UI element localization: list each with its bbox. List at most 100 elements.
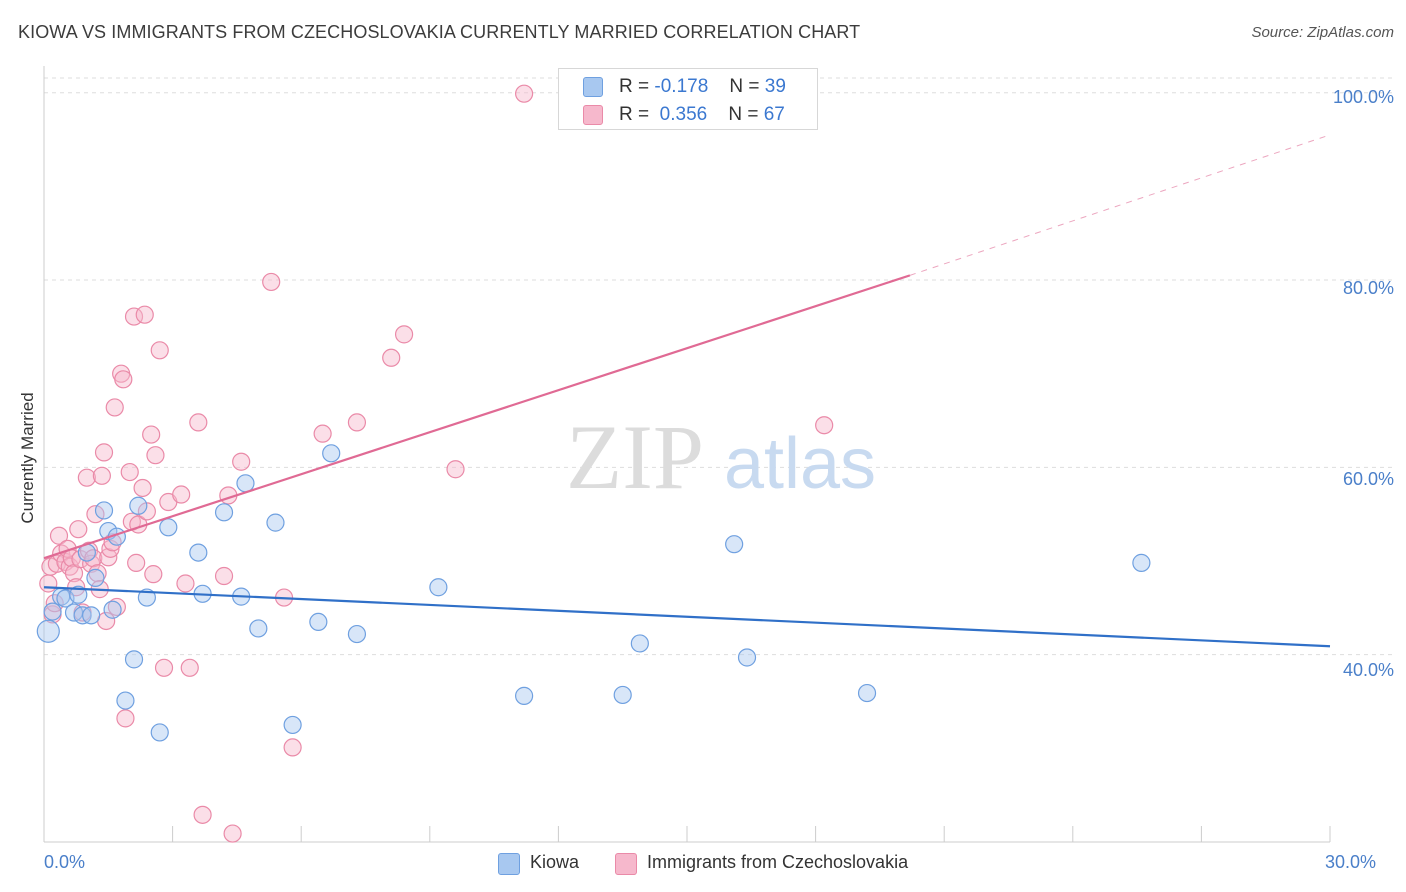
r-value: -0.178 (654, 76, 709, 97)
czech-point (127, 553, 146, 572)
kiowa-trend-line (43, 586, 1331, 648)
r-label: R = (619, 104, 650, 125)
kiowa-point (137, 588, 156, 607)
chart-title: KIOWA VS IMMIGRANTS FROM CZECHOSLOVAKIA … (18, 22, 861, 42)
r-label: R = (619, 76, 650, 97)
kiowa-point (36, 619, 60, 643)
czech-point (105, 398, 124, 417)
czech-point (176, 574, 195, 593)
czech-points (39, 84, 834, 843)
kiowa-point (94, 501, 114, 520)
czech-point (223, 824, 242, 843)
czech-point (180, 658, 199, 677)
czech-point (382, 348, 401, 367)
y-tick-label: 100.0% (1332, 87, 1394, 107)
czech-point (144, 565, 163, 584)
czech-point (77, 468, 96, 487)
kiowa-point (1132, 553, 1151, 572)
x-tick-label: 30.0% (1325, 852, 1377, 872)
czech-point (262, 272, 281, 292)
kiowa-point (266, 513, 285, 532)
stats-legend: R = -0.178 N = 39 R = 0.356 N = 67 (558, 68, 818, 130)
trend-lines (43, 134, 1331, 648)
czech-swatch (615, 853, 637, 875)
kiowa-point (43, 602, 62, 621)
kiowa-point (236, 474, 255, 493)
czech-point (394, 325, 414, 344)
watermark-zip: ZIP (566, 406, 704, 508)
legend-label-kiowa: Kiowa (530, 852, 580, 872)
kiowa-point (283, 715, 302, 735)
kiowa-point (189, 543, 208, 562)
kiowa-swatch (498, 853, 520, 875)
kiowa-swatch (583, 77, 603, 97)
czech-point (189, 413, 208, 432)
czech-point (172, 485, 191, 504)
n-label: N = (729, 76, 760, 97)
czech-point (446, 460, 465, 479)
y-tick-label: 60.0% (1342, 469, 1394, 489)
czech-point (133, 478, 152, 498)
n-value: 67 (763, 104, 785, 125)
czech-trend-line (43, 274, 911, 560)
y-tick-label: 40.0% (1342, 660, 1394, 680)
czech-point (92, 466, 111, 485)
czech-point (94, 443, 114, 462)
czech-trend-extension (909, 134, 1331, 276)
czech-swatch (583, 105, 603, 125)
kiowa-point (725, 535, 744, 554)
kiowa-point (347, 624, 367, 644)
kiowa-point (124, 650, 144, 669)
watermark: ZIP atlas (566, 406, 876, 508)
kiowa-point (630, 634, 649, 653)
kiowa-points (36, 444, 1151, 742)
kiowa-point (159, 518, 178, 537)
czech-point (116, 709, 135, 728)
n-label: N = (728, 104, 759, 125)
kiowa-point (82, 606, 101, 625)
x-tick-label: 0.0% (44, 852, 86, 872)
kiowa-point (429, 578, 448, 597)
czech-point (114, 370, 133, 389)
czech-point (69, 520, 88, 539)
source-label: Source: ZipAtlas.com (1251, 24, 1394, 41)
n-value: 39 (764, 76, 786, 97)
kiowa-point (737, 648, 757, 667)
czech-point (347, 413, 367, 432)
kiowa-point (309, 612, 328, 632)
kiowa-point (103, 600, 122, 619)
czech-point (232, 452, 251, 471)
kiowa-point (86, 568, 105, 587)
grid-lines (44, 77, 1392, 656)
czech-point (193, 805, 212, 824)
czech-point (815, 416, 834, 435)
kiowa-point (613, 685, 632, 705)
kiowa-point (515, 686, 534, 705)
r-value: 0.356 (659, 104, 708, 125)
kiowa-point (129, 496, 148, 515)
czech-point (313, 424, 332, 443)
legend-label-czech: Immigrants from Czechoslovakia (647, 852, 909, 872)
kiowa-point (249, 619, 268, 638)
czech-point (39, 574, 58, 593)
watermark-atlas: atlas (724, 424, 876, 504)
kiowa-point (69, 585, 88, 604)
kiowa-point (150, 723, 169, 742)
czech-point (214, 566, 234, 586)
czech-point (49, 526, 69, 545)
czech-point (150, 341, 169, 360)
kiowa-point (857, 683, 877, 703)
czech-point (135, 305, 154, 324)
czech-point (88, 564, 107, 583)
kiowa-point (116, 691, 135, 710)
czech-point (120, 462, 139, 482)
czech-point (283, 738, 302, 757)
czech-point (154, 658, 174, 677)
y-tick-label: 80.0% (1342, 278, 1394, 298)
kiowa-point (214, 503, 234, 522)
czech-point (515, 84, 534, 103)
czech-point (146, 446, 165, 465)
kiowa-point (322, 444, 341, 463)
axes (43, 66, 1331, 843)
